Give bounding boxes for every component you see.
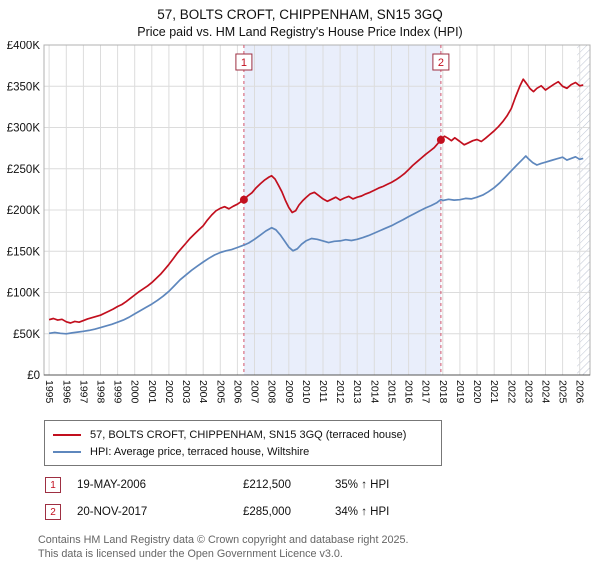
- sale-1-price: £212,500: [243, 479, 291, 491]
- svg-text:£350K: £350K: [7, 81, 41, 93]
- svg-text:£400K: £400K: [7, 41, 41, 52]
- chart-area: £0 £50K £100K £150K £200K £250K £300K £350K £400…: [4, 40, 600, 416]
- svg-text:2016: 2016: [403, 380, 415, 404]
- page-title: 57, BOLTS CROFT, CHIPPENHAM, SN15 3GQ: [157, 7, 443, 22]
- svg-text:2024: 2024: [540, 380, 552, 404]
- svg-text:2013: 2013: [351, 380, 363, 404]
- svg-text:2017: 2017: [420, 380, 432, 404]
- svg-text:1999: 1999: [112, 380, 124, 404]
- svg-text:2008: 2008: [266, 380, 278, 404]
- svg-text:2005: 2005: [214, 380, 226, 404]
- price-chart: £0 £50K £100K £150K £200K £250K £300K £350K £400…: [7, 40, 591, 404]
- sale-2-date: 20-NOV-2017: [77, 506, 148, 518]
- svg-text:2025: 2025: [557, 380, 569, 404]
- svg-text:£50K: £50K: [13, 329, 40, 341]
- svg-text:2014: 2014: [368, 380, 380, 404]
- footer-line-1: Contains HM Land Registry data © Crown c…: [38, 534, 409, 546]
- svg-text:2003: 2003: [180, 380, 192, 404]
- svg-text:1997: 1997: [77, 380, 89, 404]
- svg-text:£150K: £150K: [7, 246, 41, 258]
- svg-text:2011: 2011: [317, 380, 329, 403]
- svg-text:2023: 2023: [522, 380, 534, 404]
- svg-text:£250K: £250K: [7, 164, 41, 176]
- sale-2-hpi-delta: 34% ↑ HPI: [335, 506, 390, 518]
- svg-text:1998: 1998: [95, 380, 107, 404]
- sale-1-hpi-delta: 35% ↑ HPI: [335, 479, 390, 491]
- sale-1-marker-box: 1: [45, 477, 61, 493]
- svg-text:2020: 2020: [471, 380, 483, 404]
- svg-text:2018: 2018: [437, 380, 449, 404]
- svg-text:2001: 2001: [146, 380, 158, 404]
- svg-text:2007: 2007: [249, 380, 261, 404]
- svg-text:2012: 2012: [334, 380, 346, 404]
- sale-annotation-1: 1 19-MAY-2006 £212,500 35% ↑ HPI: [45, 477, 600, 493]
- svg-text:2006: 2006: [231, 380, 243, 404]
- property-line-swatch: [53, 433, 81, 436]
- svg-text:2010: 2010: [300, 380, 312, 404]
- svg-text:1: 1: [241, 57, 247, 69]
- svg-text:£300K: £300K: [7, 123, 41, 135]
- legend-label-hpi: HPI: Average price, terraced house, Wilt…: [90, 445, 310, 458]
- svg-text:£200K: £200K: [7, 205, 41, 217]
- svg-text:£0: £0: [27, 370, 40, 382]
- svg-text:2002: 2002: [163, 380, 175, 404]
- legend-label-property: 57, BOLTS CROFT, CHIPPENHAM, SN15 3GQ (t…: [90, 428, 407, 441]
- svg-text:2: 2: [438, 57, 444, 69]
- sale-annotation-2: 2 20-NOV-2017 £285,000 34% ↑ HPI: [45, 504, 600, 520]
- footer-line-2: This data is licensed under the Open Gov…: [38, 548, 343, 561]
- sale-2-price: £285,000: [243, 506, 291, 518]
- chart-legend: 57, BOLTS CROFT, CHIPPENHAM, SN15 3GQ (t…: [44, 420, 442, 466]
- page-subtitle: Price paid vs. HM Land Registry's House …: [137, 25, 463, 39]
- footer: Contains HM Land Registry data © Crown c…: [38, 533, 600, 561]
- hpi-line-swatch: [53, 450, 81, 453]
- sale-1-date: 19-MAY-2006: [77, 479, 147, 491]
- svg-text:2004: 2004: [197, 380, 209, 404]
- legend-item-hpi: HPI: Average price, terraced house, Wilt…: [53, 443, 433, 460]
- svg-text:1995: 1995: [43, 380, 55, 404]
- svg-text:2009: 2009: [283, 380, 295, 404]
- svg-text:2021: 2021: [488, 380, 500, 404]
- svg-text:2000: 2000: [129, 380, 141, 404]
- svg-text:2015: 2015: [386, 380, 398, 404]
- svg-text:£100K: £100K: [7, 288, 41, 300]
- legend-item-property: 57, BOLTS CROFT, CHIPPENHAM, SN15 3GQ (t…: [53, 426, 433, 443]
- sale-2-marker-box: 2: [45, 504, 61, 520]
- svg-text:2026: 2026: [574, 380, 586, 404]
- svg-text:2019: 2019: [454, 380, 466, 404]
- svg-text:1996: 1996: [60, 380, 72, 404]
- svg-text:2022: 2022: [505, 380, 517, 404]
